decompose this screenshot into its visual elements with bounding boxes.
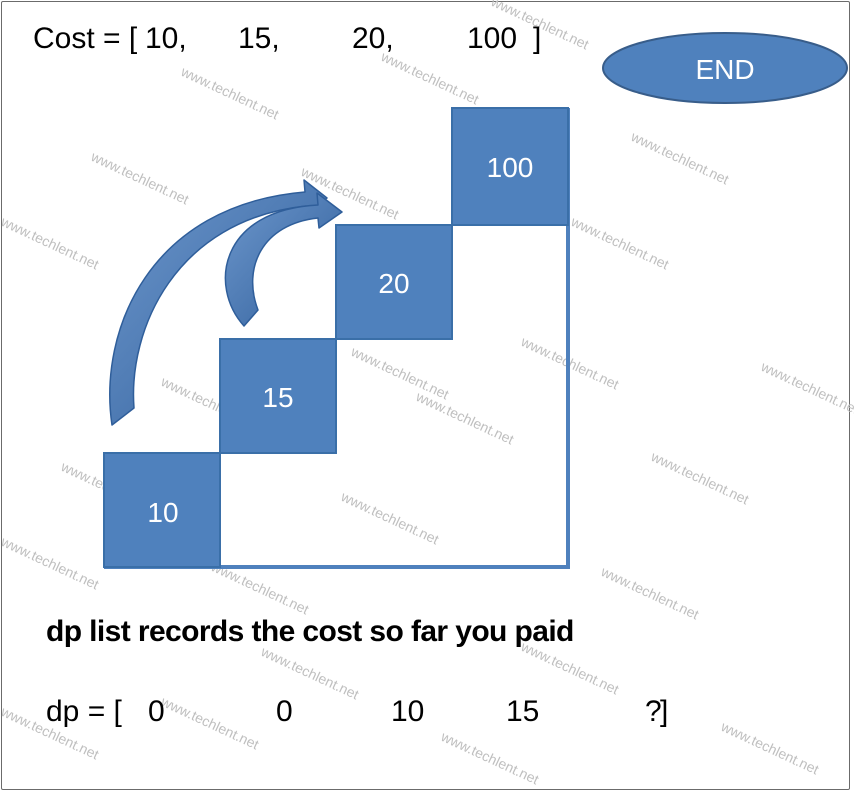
cost-value-1: 10, bbox=[145, 22, 187, 55]
cost-prefix: Cost = [ bbox=[33, 22, 138, 55]
cost-suffix: ] bbox=[533, 22, 542, 55]
dp-description: dp list records the cost so far you paid bbox=[46, 615, 574, 648]
watermark: www.techlent.net bbox=[378, 48, 482, 108]
step-label-2: 15 bbox=[262, 382, 293, 413]
watermark: www.techlent.net bbox=[438, 728, 542, 788]
cost-value-2: 15, bbox=[238, 22, 280, 55]
end-label: END bbox=[695, 54, 754, 85]
watermark: www.techlent.net bbox=[88, 148, 192, 208]
watermark: www.techlent.net bbox=[348, 343, 452, 403]
watermark: www.techlent.net bbox=[178, 63, 282, 123]
step-box-2 bbox=[219, 338, 337, 454]
step-box-4 bbox=[451, 107, 569, 226]
dp-value-3: 10 bbox=[391, 695, 425, 728]
step-label-3: 20 bbox=[378, 268, 409, 299]
cost-value-4: 100 bbox=[467, 22, 518, 55]
dp-suffix: ] bbox=[660, 695, 669, 728]
end-node: END bbox=[602, 32, 848, 104]
watermark: www.techlent.net bbox=[628, 128, 732, 188]
watermark: www.techlent.net bbox=[568, 213, 672, 273]
dp-prefix: dp = [ bbox=[46, 695, 122, 728]
step-box-1 bbox=[103, 452, 221, 568]
staircase-outline bbox=[104, 108, 570, 569]
step-label-4: 100 bbox=[487, 152, 534, 183]
watermark: www.techlent.net bbox=[0, 533, 102, 593]
watermark: www.techlent.net bbox=[648, 448, 752, 508]
step-boxes: 10 15 20 100 bbox=[103, 107, 569, 568]
step-label-1: 10 bbox=[147, 497, 178, 528]
watermark: www.techlent.net bbox=[718, 718, 822, 778]
step-box-3 bbox=[335, 224, 453, 340]
curved-arrows bbox=[109, 179, 343, 426]
long-curved-arrow bbox=[109, 179, 328, 426]
dp-value-5: ? bbox=[645, 695, 662, 728]
end-ellipse bbox=[602, 32, 848, 104]
dp-value-4: 15 bbox=[506, 695, 540, 728]
dp-value-2: 0 bbox=[276, 695, 293, 728]
watermark: www.techlent.net bbox=[758, 358, 854, 418]
watermark: www.techlent.net bbox=[598, 563, 702, 623]
short-curved-arrow bbox=[224, 192, 343, 327]
watermark: www.techlent.net bbox=[258, 643, 362, 703]
cost-value-3: 20, bbox=[352, 22, 394, 55]
dp-value-1: 0 bbox=[148, 695, 165, 728]
watermark: www.techlent.net bbox=[0, 213, 102, 273]
watermark: www.techlent.net bbox=[413, 388, 517, 448]
watermark: www.techlent.net bbox=[338, 488, 442, 548]
watermark: www.techlent.net bbox=[158, 693, 262, 753]
